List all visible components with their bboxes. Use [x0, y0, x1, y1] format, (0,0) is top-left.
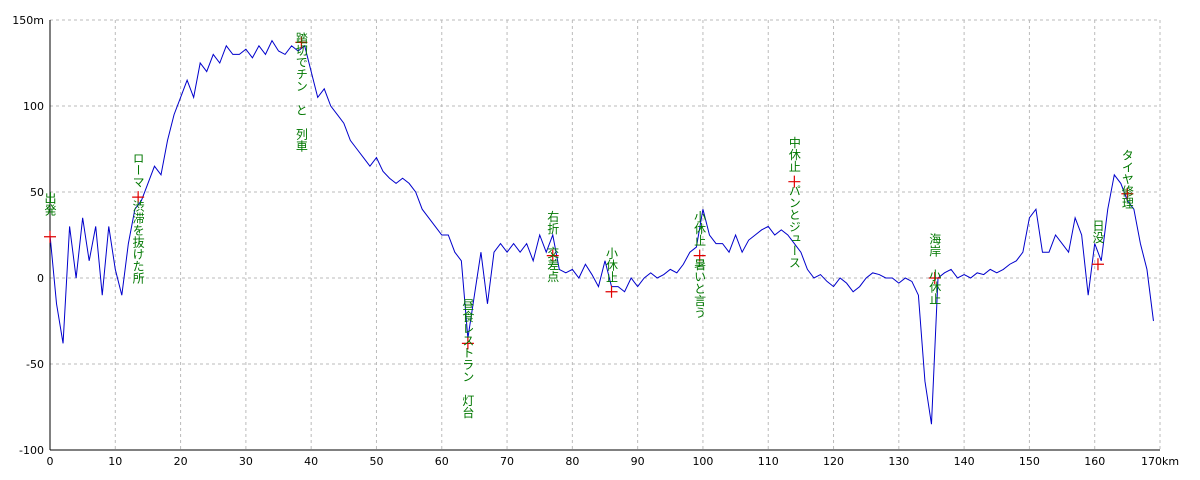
- marker: [132, 191, 145, 204]
- annotation: 右折 交差点: [546, 209, 560, 282]
- y-tick-label: 100: [23, 100, 44, 113]
- annotation: 踏切でチン と 列車: [294, 32, 308, 153]
- annotation: 小休止: [605, 246, 619, 282]
- x-tick-label: 60: [435, 455, 449, 468]
- x-tick-label: 50: [369, 455, 383, 468]
- x-tick-label: 100: [692, 455, 713, 468]
- x-tick-label: 110: [758, 455, 779, 468]
- marker: [546, 249, 559, 262]
- x-tick-label: 90: [631, 455, 645, 468]
- annotation: 昼食レストラン 灯台: [461, 298, 475, 418]
- y-tick-label: 50: [30, 186, 44, 199]
- x-tick-label: 150: [1019, 455, 1040, 468]
- x-tick-label: 120: [823, 455, 844, 468]
- annotation: 日没: [1091, 219, 1105, 243]
- elevation-line: [49, 39, 1154, 425]
- marker: [693, 249, 706, 262]
- y-tick-label: -100: [19, 444, 44, 457]
- x-tick-label: 10: [108, 455, 122, 468]
- x-tick-label: 130: [888, 455, 909, 468]
- y-tick-label: 0: [37, 272, 44, 285]
- x-tick-label: 20: [174, 455, 188, 468]
- y-tick-label: 150m: [12, 14, 44, 27]
- marker: [928, 272, 941, 284]
- marker: [295, 36, 308, 49]
- x-tick-label: 70: [500, 455, 514, 468]
- y-tick-label: -50: [26, 358, 44, 371]
- x-tick-label: 80: [565, 455, 579, 468]
- marker: [461, 337, 474, 350]
- annotation: 小休止 暑いと言う: [693, 210, 707, 318]
- annotation: 出発: [43, 191, 57, 215]
- marker: [605, 285, 618, 298]
- marker: [44, 230, 56, 243]
- x-tick-label: 30: [239, 455, 253, 468]
- annotation: 中休止 パンとジュース: [787, 135, 801, 268]
- annotation: タイヤ修理: [1120, 148, 1134, 208]
- marker: [1091, 258, 1104, 271]
- x-tick-label: 40: [304, 455, 318, 468]
- x-tick-label: 140: [954, 455, 975, 468]
- x-tick-label: 170km: [1141, 455, 1179, 468]
- x-tick-label: 0: [47, 455, 54, 468]
- marker: [788, 175, 801, 188]
- marker: [1121, 187, 1134, 200]
- x-tick-label: 160: [1084, 455, 1105, 468]
- annotation: ローマ 渋滞を抜けた所: [131, 152, 145, 284]
- annotation: 海岸 小休止: [928, 232, 942, 305]
